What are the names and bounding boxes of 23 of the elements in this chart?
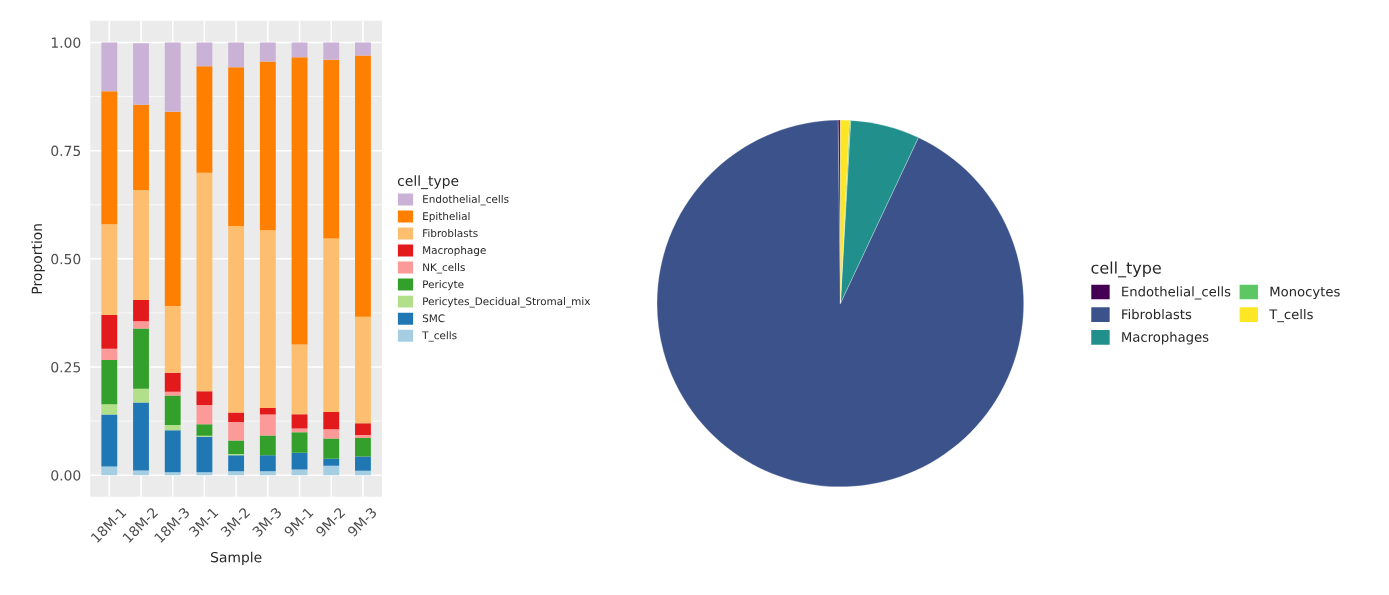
y-tick-label: 0.50 <box>51 253 81 265</box>
legend-title: cell_type <box>1091 261 1161 278</box>
legend-label: Endothelial_cells <box>423 194 509 206</box>
y-tick-label: 1.00 <box>51 37 81 48</box>
y-tick-label: 0.75 <box>51 145 81 157</box>
y-tick-label: 0.00 <box>51 470 81 481</box>
legend-label: Monocytes <box>1270 286 1340 300</box>
legend-label: Endothelial_cells <box>1122 286 1231 300</box>
x-axis-title: Sample <box>211 551 262 566</box>
legend-label: T_cells <box>1269 309 1313 323</box>
legend-label: Pericyte <box>423 280 464 291</box>
legend-label: T_cells <box>422 331 457 342</box>
y-tick-label: 0.25 <box>51 361 81 373</box>
legend-label: Fibroblasts <box>1122 309 1192 320</box>
legend-label: Fibroblasts <box>423 229 478 238</box>
legend-label: SMC <box>422 314 445 323</box>
y-axis-title: Proportion <box>31 224 45 294</box>
legend-label: Pericytes_Decidual_Stromal_mix <box>423 297 591 308</box>
legend-title: cell_type <box>397 175 459 190</box>
legend-label: Epithelial <box>423 211 470 223</box>
legend-label: Macrophage <box>423 246 486 257</box>
legend-label: NK_cells <box>423 263 465 274</box>
legend-label: Macrophages <box>1122 331 1209 345</box>
